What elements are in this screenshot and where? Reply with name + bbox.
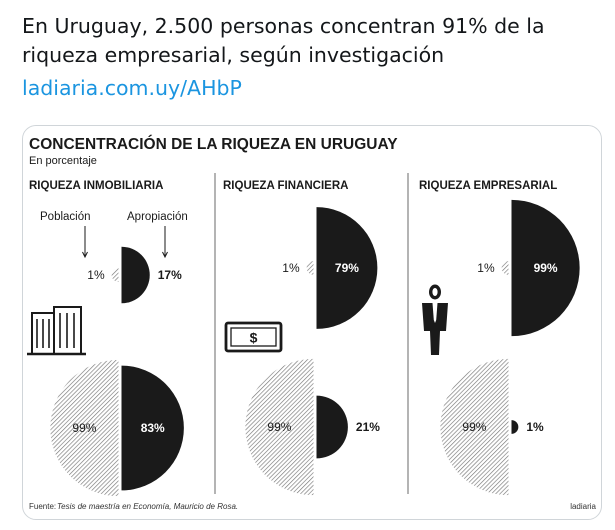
population-semicircle [245,358,314,496]
appropriation-semicircle [511,420,519,434]
panel-title-empresarial: RIQUEZA EMPRESARIAL [419,180,557,192]
appropriation-value-label: 21% [356,420,380,434]
money-icon: $ [224,321,283,353]
money-icon-symbol: $ [250,330,258,346]
appropriation-semicircle [121,365,184,491]
chart-title: CONCENTRACIÓN DE LA RIQUEZA EN URUGUAY [29,135,398,153]
appropriation-semicircle [316,207,378,329]
appropriation-value-label: 17% [158,268,182,282]
population-value-label: 99% [267,420,291,434]
panel-title-inmobiliaria: RIQUEZA INMOBILIARIA [29,180,163,192]
source-text: Tesis de maestría en Economía, Mauricio … [57,502,238,511]
appropriation-value-label: 99% [534,261,558,275]
legend-population-arrow [82,226,88,259]
legend-population-label: Población [40,211,91,223]
population-semicircle [501,261,509,275]
population-value-label: 1% [477,261,495,275]
appropriation-semicircle [121,246,150,304]
tweet-text: En Uruguay, 2.500 personas concentran 91… [22,14,545,67]
chart-subtitle: En porcentaje [29,155,97,167]
infographic-chart: CONCENTRACIÓN DE LA RIQUEZA EN URUGUAY E… [27,135,597,511]
population-value-label: 99% [462,420,486,434]
population-semicircle [111,268,119,282]
infographic-card[interactable]: CONCENTRACIÓN DE LA RIQUEZA EN URUGUAY E… [22,125,602,520]
population-value-label: 1% [282,261,300,275]
building-icon [27,306,86,356]
brand-label: ladiaria [570,502,596,511]
population-value-label: 1% [87,268,105,282]
source-label: Fuente: [29,502,56,511]
tweet-link[interactable]: ladiaria.com.uy/AHbP [22,76,242,100]
legend-appropriation-arrow [162,226,168,259]
appropriation-value-label: 79% [335,261,359,275]
appropriation-semicircle [316,395,348,459]
population-semicircle [440,358,509,496]
appropriation-semicircle [511,199,580,337]
population-value-label: 99% [72,421,96,435]
panel-title-financiera: RIQUEZA FINANCIERA [223,180,348,192]
population-semicircle [306,261,314,275]
businessman-icon [422,284,448,355]
appropriation-value-label: 83% [141,421,165,435]
population-semicircle [50,359,119,497]
appropriation-value-label: 1% [526,420,544,434]
legend-appropriation-label: Apropiación [127,211,188,223]
